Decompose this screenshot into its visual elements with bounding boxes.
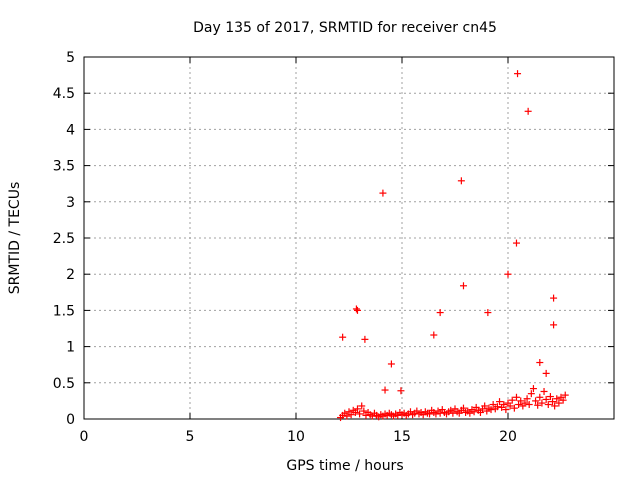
data-point [489, 401, 497, 409]
data-point [551, 402, 559, 410]
y-tick-label: 2.5 [53, 231, 75, 247]
data-point [358, 402, 366, 410]
data-point [351, 408, 359, 416]
chart-title: Day 135 of 2017, SRMTID for receiver cn4… [193, 20, 497, 36]
data-point [549, 398, 557, 406]
data-point [343, 412, 351, 420]
data-point [496, 398, 504, 406]
data-point [540, 387, 548, 395]
data-point [559, 396, 567, 404]
data-point [360, 407, 368, 415]
x-tick-label: 0 [80, 429, 89, 445]
data-point [484, 309, 492, 317]
data-point [500, 401, 508, 409]
data-point [379, 189, 387, 197]
x-tick-label: 20 [499, 429, 517, 445]
y-tick-label: 1.5 [53, 303, 75, 319]
data-point [381, 386, 389, 394]
data-point [504, 270, 512, 278]
data-point [538, 399, 546, 407]
data-point [361, 335, 369, 343]
x-tick-label: 15 [393, 429, 411, 445]
data-point [514, 70, 522, 78]
data-point [550, 321, 558, 329]
data-point [546, 393, 554, 401]
data-point [561, 391, 569, 399]
data-point [430, 331, 438, 339]
x-axis-label: GPS time / hours [286, 458, 403, 474]
y-tick-label: 0 [66, 412, 75, 428]
data-point [353, 306, 361, 314]
data-point [523, 395, 531, 403]
data-point [339, 333, 347, 341]
data-point [521, 399, 529, 407]
data-point [436, 309, 444, 317]
data-point [517, 397, 525, 405]
data-point [515, 401, 523, 409]
y-tick-labels: 0 0.5 1 1.5 2 2.5 3 3.5 4 4.5 5 [53, 50, 75, 428]
x-tick-label: 5 [186, 429, 195, 445]
data-point [536, 393, 544, 401]
data-point [387, 360, 395, 368]
y-tick-label: 4 [66, 122, 75, 138]
data-point [356, 410, 364, 418]
data-point [481, 402, 489, 410]
data-point [459, 282, 467, 290]
data-point [436, 409, 444, 417]
data-point [426, 410, 434, 418]
data-point [352, 305, 360, 313]
data-point [536, 359, 544, 367]
data-point [512, 239, 520, 247]
y-tick-label: 0.5 [53, 376, 75, 392]
y-axis-label: SRMTID / TECUs [7, 182, 23, 295]
data-point [506, 402, 514, 410]
data-point [532, 397, 540, 405]
data-point [555, 399, 563, 407]
y-tick-label: 4.5 [53, 86, 75, 102]
data-point [534, 401, 542, 409]
data-point [524, 107, 532, 115]
y-tick-label: 5 [66, 50, 75, 66]
x-tick-labels: 0 5 10 15 20 [80, 429, 517, 445]
data-point [487, 406, 495, 414]
data-point [542, 395, 550, 403]
grid [84, 57, 614, 419]
data-point [397, 387, 405, 395]
data-point [466, 409, 474, 417]
data-point [525, 401, 533, 409]
data-point [347, 411, 355, 419]
data-point [457, 177, 465, 185]
y-tick-label: 3 [66, 195, 75, 211]
data-points [337, 70, 569, 422]
data-point [476, 408, 484, 416]
data-point [459, 404, 467, 412]
y-tick-label: 3.5 [53, 159, 75, 175]
data-point [449, 409, 457, 417]
data-point [544, 401, 552, 409]
data-point [527, 390, 535, 398]
data-point [542, 369, 550, 377]
data-point [470, 408, 478, 416]
data-point [508, 396, 516, 404]
x-tick-label: 10 [287, 429, 305, 445]
y-tick-label: 2 [66, 267, 75, 283]
data-point [550, 294, 558, 302]
data-point [529, 385, 537, 393]
data-point [512, 393, 520, 401]
data-point [510, 404, 518, 412]
data-point [353, 405, 361, 413]
data-point [553, 395, 561, 403]
data-point [502, 406, 510, 414]
y-tick-label: 1 [66, 340, 75, 356]
data-point [493, 403, 501, 411]
